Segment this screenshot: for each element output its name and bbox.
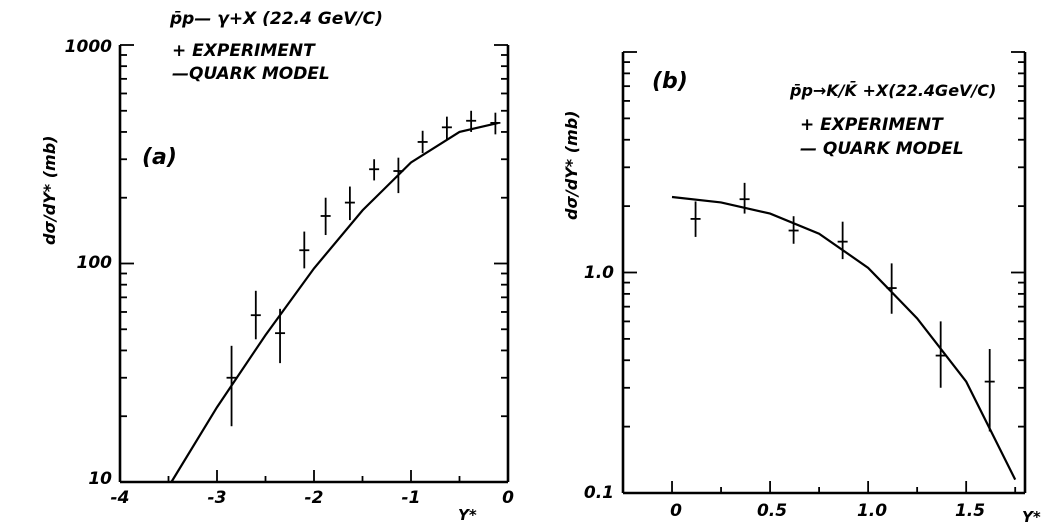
panel-b-experiment-point	[690, 201, 701, 237]
panel-a-experiment-point	[441, 116, 452, 140]
panel-a-xtick--4: -4	[111, 488, 130, 508]
panel-a-ytick-10: 10	[88, 469, 112, 489]
panel-a-experiment-point	[250, 290, 261, 340]
panel-b-experiment-point	[984, 348, 995, 432]
panel-a-experiment-point	[344, 186, 355, 221]
panel-a-frame	[118, 45, 510, 484]
panel-a-xtick--1: -1	[402, 488, 421, 508]
panel-a-experiment-point	[320, 197, 331, 236]
panel-a-ytick-100: 100	[77, 253, 113, 273]
panel-b-xtick-0.5: 0.5	[757, 501, 787, 521]
panel-a-xtick--3: -3	[208, 488, 227, 508]
panel-b-title: p̄p→K/K̄ +X(22.4GeV/C)	[789, 80, 996, 100]
panel-b-xtick-1.5: 1.5	[955, 501, 985, 521]
panel-b-legend-experiment: + EXPERIMENT	[800, 115, 944, 135]
panel-a-experiment-point	[299, 231, 310, 269]
panel-b-ticks	[623, 51, 1025, 494]
panel-a-experiment-point	[466, 110, 477, 132]
panel-a-label: (a)	[142, 145, 177, 170]
panel-b: (b) p̄p→K/K̄ +X(22.4GeV/C) + EXPERIMENT …	[562, 51, 1041, 526]
panel-a-experiment-point	[490, 112, 501, 135]
panel-b-quark-model-curve	[671, 195, 1017, 481]
panel-a-marks	[170, 110, 501, 483]
panel-b-experiment-point	[788, 216, 799, 244]
svg-text:dσ/dY* (mb): dσ/dY* (mb)	[40, 136, 59, 245]
panel-b-legend-quark-model: — QUARK MODEL	[800, 139, 964, 159]
panel-b-experiment-point	[837, 221, 848, 260]
panel-a-quark-model-curve	[170, 121, 499, 483]
panel-b-experiment-point	[886, 263, 897, 314]
panel-b-ylabel: dσ/dY* (mb)	[562, 111, 581, 220]
panel-a-ytick-1000: 1000	[65, 37, 112, 57]
panel-a-experiment-point	[417, 130, 428, 154]
panel-b-xtick-0: 0	[670, 501, 682, 521]
svg-text:dσ/dY* (mb): dσ/dY* (mb)	[562, 111, 581, 220]
panel-a-title: p̄p— γ+X (22.4 GeV/C)	[169, 9, 383, 29]
panel-a: p̄p— γ+X (22.4 GeV/C) + EXPERIMENT —QUAR…	[40, 9, 514, 524]
panel-a-xtick-0: 0	[502, 488, 514, 508]
panel-a-ylabel-text: dσ/dY* (mb)	[40, 136, 59, 245]
panel-b-marks	[671, 182, 1017, 481]
panel-b-xtick-1.0: 1.0	[857, 501, 887, 521]
panel-b-label: (b)	[652, 69, 688, 94]
panel-a-experiment-point	[275, 308, 286, 364]
panel-a-legend-experiment: + EXPERIMENT	[172, 41, 316, 61]
panel-a-experiment-point	[393, 157, 404, 194]
panel-b-ytick-0.1: 0.1	[584, 483, 614, 503]
panel-a-experiment-point	[226, 345, 237, 427]
panel-a-ticks	[119, 44, 509, 483]
panel-a-legend-quark-model: —QUARK MODEL	[172, 64, 330, 84]
panel-a-xlabel: Y*	[458, 506, 477, 524]
panel-b-experiment-point	[935, 321, 946, 388]
panel-a-xtick--2: -2	[305, 488, 324, 508]
panel-a-ylabel: dσ/dY* (mb)	[40, 136, 59, 245]
panel-b-ylabel-text: dσ/dY* (mb)	[562, 111, 581, 220]
panel-a-experiment-point	[369, 159, 380, 181]
panel-b-ytick-1.0: 1.0	[584, 263, 614, 283]
panel-b-experiment-point	[739, 182, 750, 214]
panel-b-xlabel: Y*	[1022, 508, 1041, 526]
